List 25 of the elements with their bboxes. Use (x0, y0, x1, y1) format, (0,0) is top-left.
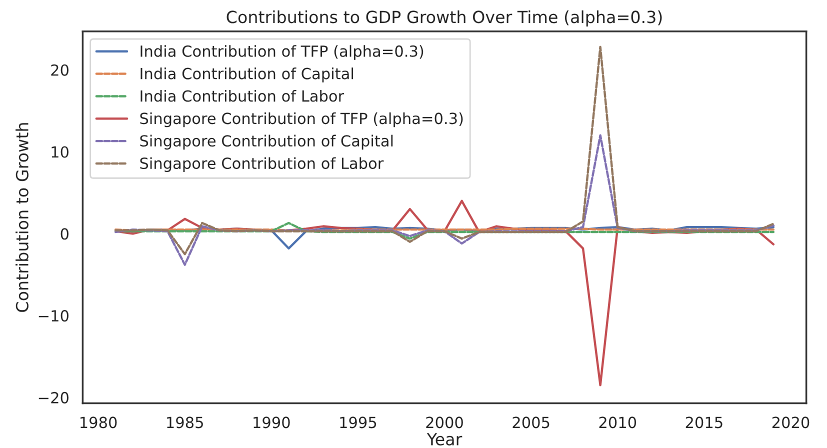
y-tick-label: 0 (60, 228, 68, 240)
x-axis-title: Year (426, 433, 462, 446)
x-tick-label: 1990 (254, 416, 290, 428)
x-tick-label: 1985 (167, 416, 203, 428)
y-tick-label: −10 (38, 310, 68, 322)
line-series (114, 134, 775, 266)
y-tick-label: 10 (52, 146, 68, 158)
chart-title: Contributions to GDP Growth Over Time (alpha=0.3) (226, 10, 662, 26)
x-tick-label: 2020 (772, 416, 810, 428)
legend-label: India Contribution of Labor (140, 90, 344, 102)
x-tick-label: 1980 (80, 416, 117, 428)
x-tick-label: 2015 (686, 416, 722, 428)
legend-label: Singapore Contribution of Capital (140, 134, 393, 150)
x-tick-label: 1995 (340, 416, 376, 428)
legend-label: India Contribution of TFP (alpha=0.3) (140, 45, 424, 60)
y-tick-label: −20 (38, 392, 68, 404)
legend-label: Singapore Contribution of TFP (alpha=0.3) (140, 112, 463, 128)
legend-label: Singapore Contribution of Labor (140, 157, 384, 172)
y-axis-title: Contribution to Growth (16, 123, 28, 312)
legend-label: India Contribution of Capital (140, 68, 354, 82)
x-tick-label: 2005 (512, 416, 550, 428)
x-tick-label: 2000 (426, 416, 463, 428)
line-series (114, 46, 775, 256)
x-tick-label: 2010 (599, 416, 636, 428)
y-tick-label: 20 (51, 64, 68, 76)
